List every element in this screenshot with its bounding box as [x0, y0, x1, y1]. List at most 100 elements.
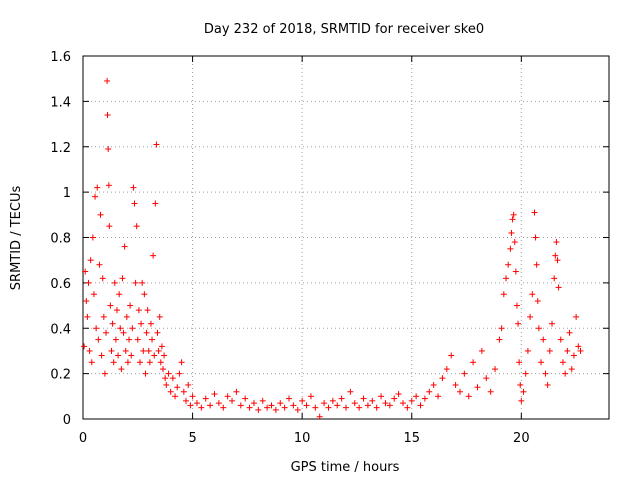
- data-point: [465, 393, 472, 400]
- data-point: [215, 400, 222, 407]
- data-point: [96, 261, 103, 268]
- data-point: [553, 239, 560, 246]
- data-point: [156, 313, 163, 320]
- data-point: [134, 336, 141, 343]
- data-point: [290, 402, 297, 409]
- data-point: [325, 404, 332, 411]
- data-point: [150, 252, 157, 259]
- data-point: [126, 336, 133, 343]
- data-point: [399, 400, 406, 407]
- data-point: [544, 381, 551, 388]
- data-point: [316, 413, 323, 420]
- data-point: [152, 200, 159, 207]
- data-point: [84, 313, 91, 320]
- data-point: [502, 275, 509, 282]
- data-points: [81, 77, 584, 420]
- x-axis: 0 5 10 15 20: [79, 56, 530, 446]
- data-point: [113, 307, 120, 314]
- data-point: [198, 404, 205, 411]
- data-point: [187, 402, 194, 409]
- data-point: [250, 400, 257, 407]
- data-point: [116, 291, 123, 298]
- y-tick-label: 0.2: [50, 368, 71, 383]
- data-point: [559, 359, 566, 366]
- data-point: [294, 406, 301, 413]
- data-point: [500, 291, 507, 298]
- data-point: [531, 209, 538, 216]
- data-point: [207, 402, 214, 409]
- data-point: [144, 307, 151, 314]
- data-point: [128, 352, 135, 359]
- data-point: [538, 359, 545, 366]
- data-point: [180, 388, 187, 395]
- data-point: [382, 400, 389, 407]
- data-point: [378, 393, 385, 400]
- data-point: [413, 393, 420, 400]
- data-point: [577, 347, 584, 354]
- data-point: [81, 343, 88, 350]
- data-point: [172, 393, 179, 400]
- data-point: [268, 402, 275, 409]
- data-point: [159, 366, 166, 373]
- data-point: [505, 261, 512, 268]
- data-point: [106, 223, 113, 230]
- data-point: [151, 352, 158, 359]
- data-point: [369, 397, 376, 404]
- data-point: [508, 229, 515, 236]
- y-axis-label: SRMTID / TECUs: [9, 186, 24, 291]
- data-point: [435, 393, 442, 400]
- y-tick-label: 0.4: [50, 322, 71, 337]
- data-point: [90, 291, 97, 298]
- data-point: [155, 347, 162, 354]
- plot-frame: [82, 55, 610, 420]
- data-point: [82, 268, 89, 275]
- data-point: [117, 325, 124, 332]
- data-point: [303, 402, 310, 409]
- data-point: [524, 347, 531, 354]
- data-point: [122, 347, 129, 354]
- data-point: [131, 200, 138, 207]
- data-point: [101, 370, 108, 377]
- data-point: [92, 193, 99, 200]
- data-point: [351, 400, 358, 407]
- data-point: [512, 268, 519, 275]
- data-point: [139, 279, 146, 286]
- data-point: [88, 359, 95, 366]
- data-point: [430, 381, 437, 388]
- data-point: [510, 211, 517, 218]
- data-point: [515, 320, 522, 327]
- data-point: [87, 257, 94, 264]
- data-point: [121, 243, 128, 250]
- data-point: [483, 375, 490, 382]
- data-point: [108, 347, 115, 354]
- data-point: [421, 395, 428, 402]
- data-point: [426, 388, 433, 395]
- data-point: [373, 404, 380, 411]
- data-point: [255, 406, 262, 413]
- data-point: [211, 391, 218, 398]
- data-point: [174, 384, 181, 391]
- data-point: [146, 359, 153, 366]
- data-point: [142, 370, 149, 377]
- chart-title: Day 232 of 2018, SRMTID for receiver ske…: [204, 22, 484, 37]
- data-point: [334, 402, 341, 409]
- data-point: [176, 370, 183, 377]
- data-point: [549, 320, 556, 327]
- data-point: [110, 359, 117, 366]
- data-point: [534, 298, 541, 305]
- data-point: [167, 388, 174, 395]
- data-point: [551, 275, 558, 282]
- data-point: [94, 184, 101, 191]
- data-point: [529, 291, 536, 298]
- data-point: [470, 359, 477, 366]
- data-point: [286, 395, 293, 402]
- data-point: [575, 343, 582, 350]
- data-point: [161, 352, 168, 359]
- data-point: [554, 257, 561, 264]
- data-point: [507, 245, 514, 252]
- data-point: [237, 402, 244, 409]
- data-point: [360, 395, 367, 402]
- y-axis: 0 0.2 0.4 0.6 0.8 1 1.2 1.4 1.6: [50, 50, 609, 428]
- data-point: [391, 395, 398, 402]
